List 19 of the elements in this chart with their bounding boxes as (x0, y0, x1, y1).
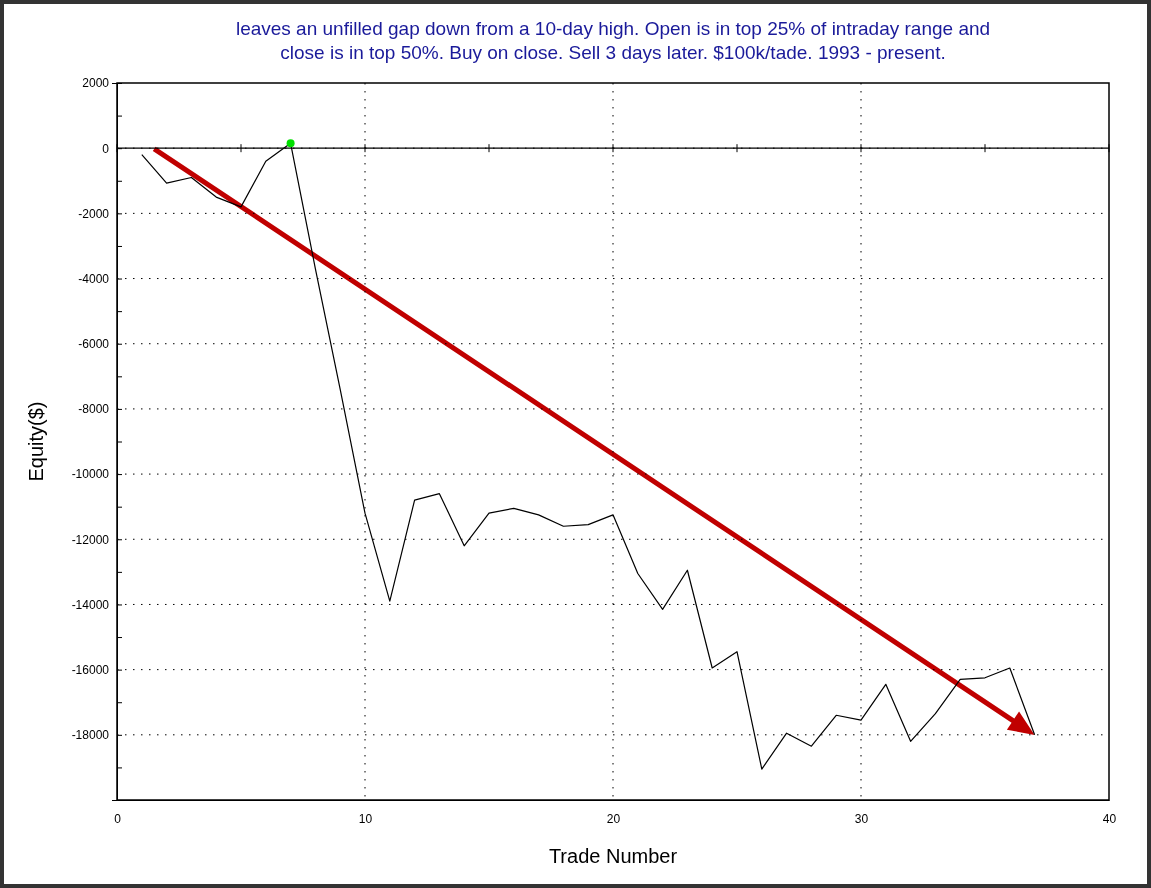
x-tick-label: 30 (854, 811, 869, 826)
y-tick-label: -14000 (71, 597, 110, 612)
y-tick-label: -16000 (71, 662, 110, 677)
x-tick-label: 20 (606, 811, 621, 826)
y-tick-label: -18000 (71, 728, 110, 743)
y-tick-label: 0 (102, 141, 110, 156)
x-axis-title: Trade Number (548, 845, 678, 867)
chart-title: leaves an unfilled gap down from a 10-day high. Open is in top 25% of intraday range and close is in top 50%. Buy on close. Sell 3 days later. $100k/tade. 1993 - present. (235, 18, 991, 63)
y-tick-label: -8000 (78, 402, 110, 417)
y-axis-title: Equity($) (25, 401, 47, 482)
y-tick-label: -12000 (71, 532, 110, 547)
y-tick-label: -10000 (71, 467, 110, 482)
x-tick-label: 40 (1102, 811, 1117, 826)
y-tick-label: -6000 (78, 337, 110, 352)
x-tick-label: 10 (358, 811, 373, 826)
y-tick-label: -4000 (78, 271, 110, 286)
x-tick-label: 0 (114, 811, 122, 826)
y-tick-label: 2000 (82, 76, 110, 91)
y-tick-label: -2000 (78, 206, 110, 221)
